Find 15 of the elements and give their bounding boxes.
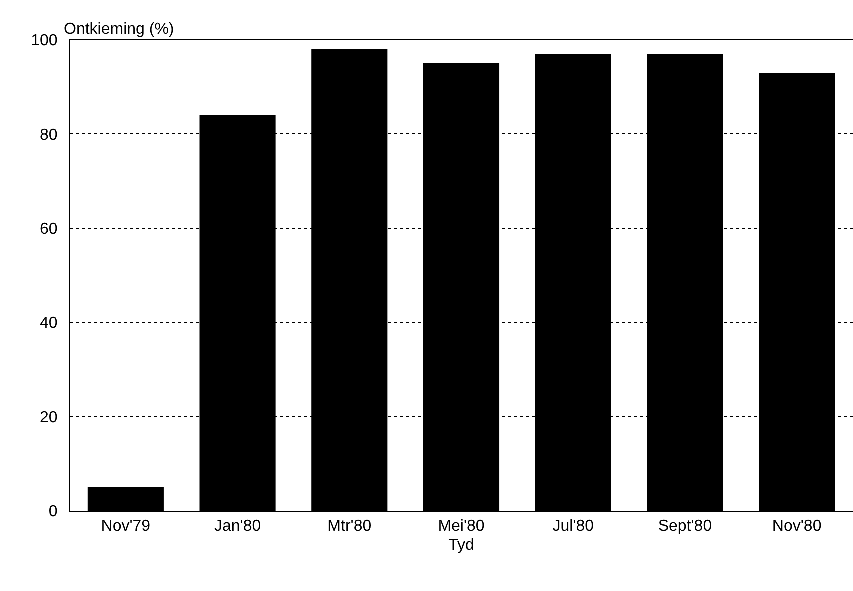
y-tick-label: 80 (40, 126, 58, 144)
x-tick-label: Nov'79 (101, 518, 151, 536)
y-tick-label: 60 (40, 221, 58, 238)
x-tick-label: Jul'80 (552, 518, 594, 536)
x-tick-label: Mei'80 (438, 518, 485, 536)
x-axis-title: Tyd (448, 536, 474, 554)
y-axis-title: Ontkieming (%) (64, 21, 174, 38)
x-tick-label: Nov'80 (772, 518, 822, 536)
y-tick-label: 20 (40, 409, 58, 426)
x-tick-label: Jan'80 (214, 518, 262, 536)
x-tick-label: Sept'80 (658, 518, 712, 536)
y-tick-label: 100 (31, 32, 58, 50)
y-tick-label: 0 (48, 504, 58, 521)
y-tick-label: 40 (40, 315, 58, 332)
x-tick-label: Mtr'80 (328, 518, 372, 536)
